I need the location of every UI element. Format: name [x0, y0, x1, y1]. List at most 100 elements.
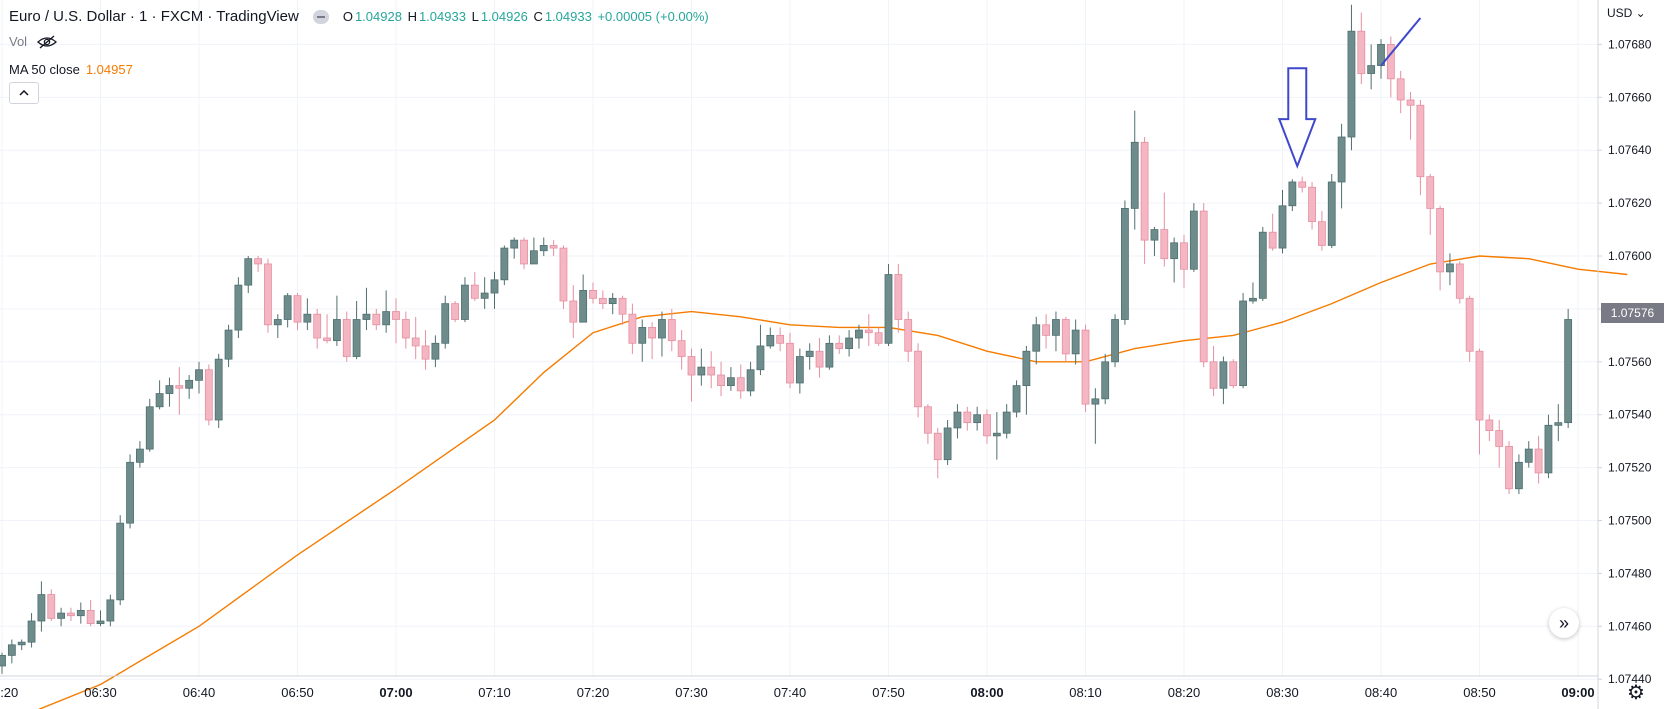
candle	[707, 351, 716, 389]
candle-body	[86, 610, 95, 625]
candle	[1406, 92, 1415, 140]
candle	[992, 412, 1001, 460]
candle	[539, 237, 548, 257]
candle-body	[1140, 141, 1149, 241]
candle	[1091, 388, 1100, 444]
settings-button[interactable]: ⚙	[1627, 680, 1645, 705]
candle	[145, 398, 154, 452]
chart-legend: Euro / U.S. Dollar · 1 · FXCM · TradingV…	[9, 8, 711, 25]
collapse-legend-button[interactable]	[9, 82, 39, 104]
candle-body	[323, 337, 331, 342]
candle	[667, 308, 676, 352]
candle	[461, 277, 469, 323]
candle-body	[1180, 242, 1188, 270]
candle-body	[1544, 424, 1553, 474]
candle-body	[67, 612, 75, 617]
candle	[1012, 380, 1021, 418]
x-tick-label: 08:30	[1266, 685, 1299, 700]
symbol-title[interactable]: Euro / U.S. Dollar · 1 · FXCM · TradingV…	[9, 8, 299, 25]
candle-body	[717, 374, 725, 387]
candle	[608, 293, 617, 315]
candle-body	[727, 377, 735, 387]
candle	[1337, 123, 1346, 209]
low-value: 1.04926	[480, 9, 528, 24]
currency-selector[interactable]: USD ⌄	[1607, 6, 1646, 20]
y-tick-label: 1.07500	[1608, 514, 1652, 528]
candle-body	[697, 366, 706, 376]
scroll-to-realtime-button[interactable]: »	[1549, 608, 1579, 638]
candle-body	[1446, 263, 1454, 273]
candle-body	[953, 411, 962, 429]
candle-body	[973, 414, 982, 424]
candle-body	[1249, 297, 1257, 302]
candle-body	[421, 345, 430, 360]
candle-body	[303, 313, 312, 323]
x-tick-label: 07:20	[577, 685, 610, 700]
candle	[559, 245, 568, 309]
eye-hidden-icon[interactable]	[37, 35, 58, 49]
candle-body	[1012, 385, 1021, 413]
ma-value: 1.04957	[85, 62, 133, 77]
candle	[293, 293, 302, 331]
candle	[884, 263, 893, 346]
candle	[116, 515, 125, 606]
candle-body	[1081, 329, 1090, 405]
candle	[973, 406, 982, 431]
candle-body	[1554, 422, 1563, 426]
candle-body	[598, 297, 607, 305]
candle-body	[1455, 263, 1464, 299]
candle	[864, 314, 873, 346]
candle-body	[520, 239, 528, 265]
candle-body	[480, 292, 489, 299]
x-tick-label: 07:50	[872, 685, 905, 700]
candle	[204, 364, 213, 426]
candle-body	[638, 327, 647, 344]
candle	[1130, 110, 1139, 230]
minimize-icon[interactable]	[312, 9, 329, 24]
y-tick-label: 1.07660	[1608, 90, 1652, 104]
candle	[569, 285, 578, 339]
candle	[264, 258, 272, 333]
candle	[313, 308, 322, 349]
y-tick-label: 1.07600	[1608, 249, 1652, 263]
candle-body	[1130, 141, 1139, 209]
candle	[17, 639, 26, 651]
candle-body	[1239, 300, 1247, 387]
candle-body	[983, 414, 991, 437]
candle	[983, 409, 991, 444]
candle-body	[1406, 99, 1415, 106]
candle-body	[76, 610, 85, 617]
candle-body	[234, 284, 243, 331]
candle	[392, 298, 400, 344]
x-tick-label: 07:40	[774, 685, 807, 700]
candle-body	[332, 319, 341, 342]
candle-body	[1219, 361, 1228, 389]
high-label: H	[407, 9, 417, 24]
candle-body	[431, 342, 440, 360]
candle-body	[155, 393, 164, 408]
candle	[273, 314, 282, 339]
candle-body	[362, 313, 371, 320]
drawings-layer[interactable]	[1277, 17, 1422, 169]
candle-body	[1396, 78, 1405, 101]
candle	[1446, 253, 1454, 286]
candle	[1485, 414, 1494, 442]
x-tick-label: 06:50	[281, 685, 314, 700]
candle-body	[1426, 176, 1435, 209]
candle	[1318, 211, 1326, 251]
candle	[520, 237, 528, 270]
y-tick-label: 1.07440	[1608, 672, 1652, 686]
candle-body	[273, 319, 282, 326]
candle-body	[411, 337, 420, 347]
candle-body	[1061, 319, 1070, 355]
candle	[1032, 316, 1041, 365]
candle-body	[145, 406, 154, 450]
y-tick-label: 1.07680	[1608, 37, 1652, 51]
candle	[1209, 345, 1218, 397]
candle-body	[1268, 231, 1277, 249]
candle-body	[116, 522, 125, 601]
currency-label: USD	[1607, 6, 1633, 20]
candle	[746, 361, 755, 397]
candle	[195, 361, 203, 394]
